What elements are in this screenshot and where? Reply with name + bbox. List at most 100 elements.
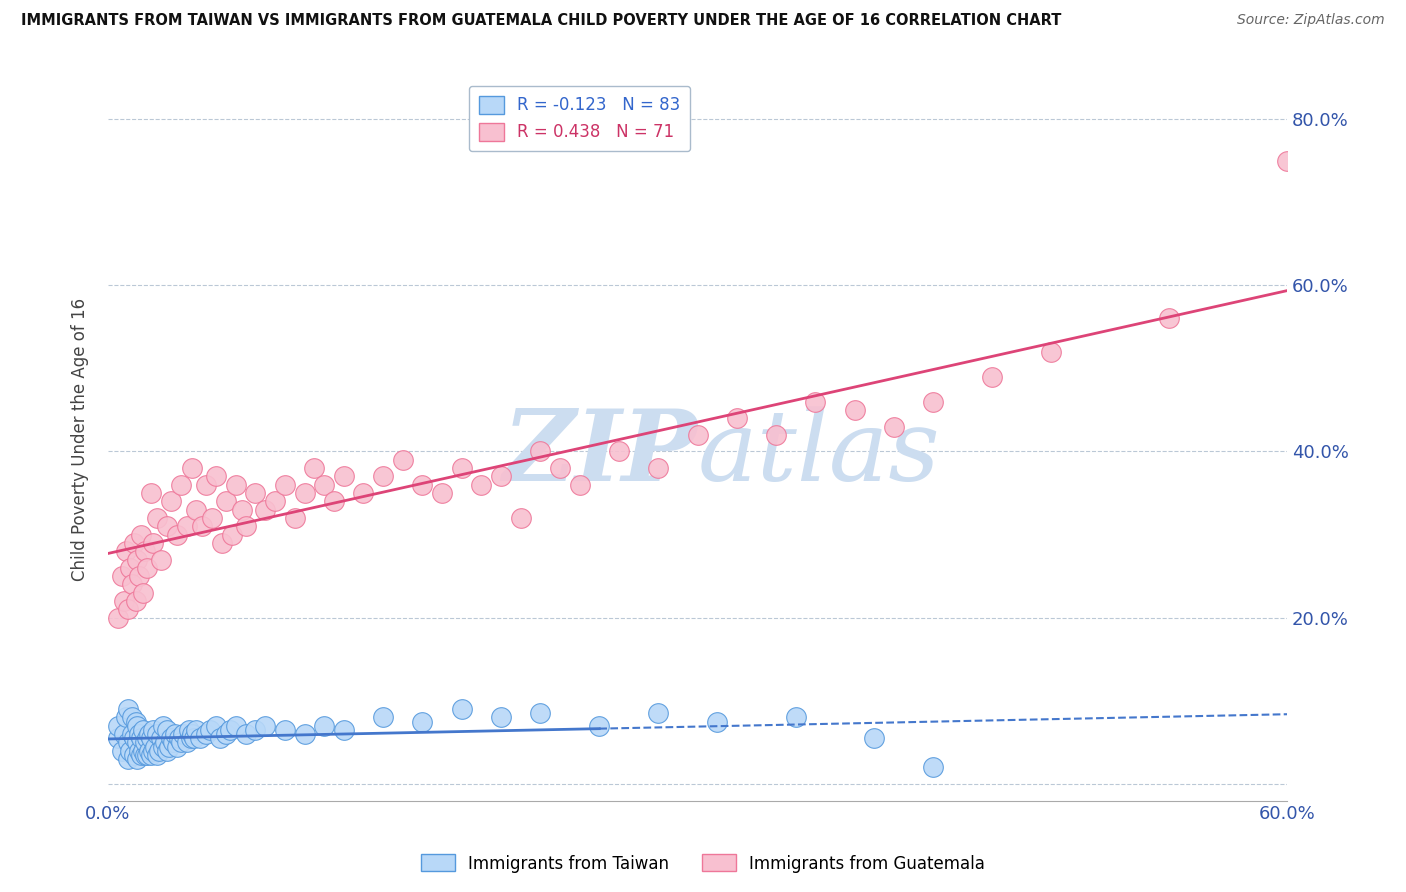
Point [181,727,204,741]
Point [333,469,356,483]
Point [142,744,165,758]
Point [166,739,188,754]
Point [183,731,205,746]
Point [235,519,257,533]
Point [225,719,247,733]
Point [607,444,630,458]
Point [218,723,240,737]
Point [142,536,165,550]
Point [122,747,145,762]
Point [922,760,945,774]
Point [450,702,472,716]
Point [323,494,346,508]
Point [128,569,150,583]
Point [195,477,218,491]
Point [1275,153,1298,168]
Point [112,594,135,608]
Point [146,511,169,525]
Point [138,727,160,741]
Point [112,727,135,741]
Point [333,723,356,737]
Point [304,461,326,475]
Point [134,544,156,558]
Point [141,747,163,762]
Point [160,494,183,508]
Point [568,477,591,491]
Point [176,519,198,533]
Point [274,477,297,491]
Point [132,586,155,600]
Point [294,486,316,500]
Point [765,428,787,442]
Point [391,452,413,467]
Legend: R = -0.123   N = 83, R = 0.438   N = 71: R = -0.123 N = 83, R = 0.438 N = 71 [468,86,690,152]
Point [294,727,316,741]
Point [1159,311,1181,326]
Point [127,719,149,733]
Point [489,710,512,724]
Point [411,477,433,491]
Point [131,527,153,541]
Point [117,602,139,616]
Point [131,747,153,762]
Point [136,747,159,762]
Point [883,419,905,434]
Point [150,552,173,566]
Point [489,469,512,483]
Point [131,731,153,746]
Point [221,527,243,541]
Point [922,394,945,409]
Point [411,714,433,729]
Point [157,739,180,754]
Point [245,486,267,500]
Point [132,744,155,758]
Point [284,511,307,525]
Point [141,731,163,746]
Point [121,710,143,724]
Point [314,719,336,733]
Point [111,569,134,583]
Point [172,727,194,741]
Point [264,494,287,508]
Point [191,519,214,533]
Point [170,477,193,491]
Point [177,723,200,737]
Point [981,369,1004,384]
Point [152,739,174,754]
Point [156,519,179,533]
Point [111,744,134,758]
Point [211,536,233,550]
Point [107,611,129,625]
Point [1040,344,1063,359]
Point [180,731,202,746]
Point [804,394,827,409]
Point [132,723,155,737]
Text: IMMIGRANTS FROM TAIWAN VS IMMIGRANTS FROM GUATEMALA CHILD POVERTY UNDER THE AGE : IMMIGRANTS FROM TAIWAN VS IMMIGRANTS FRO… [21,13,1062,29]
Text: ZIP: ZIP [502,405,697,501]
Point [117,702,139,716]
Point [148,744,170,758]
Point [128,727,150,741]
Point [245,723,267,737]
Point [117,752,139,766]
Point [121,727,143,741]
Y-axis label: Child Poverty Under the Age of 16: Child Poverty Under the Age of 16 [72,297,89,581]
Point [235,727,257,741]
Point [107,731,129,746]
Point [156,744,179,758]
Point [725,411,748,425]
Point [114,544,136,558]
Point [163,727,186,741]
Point [215,727,238,741]
Point [141,486,163,500]
Point [150,731,173,746]
Point [124,714,146,729]
Point [142,723,165,737]
Point [136,731,159,746]
Point [134,747,156,762]
Point [152,719,174,733]
Point [122,536,145,550]
Point [170,735,193,749]
Point [470,477,492,491]
Point [225,477,247,491]
